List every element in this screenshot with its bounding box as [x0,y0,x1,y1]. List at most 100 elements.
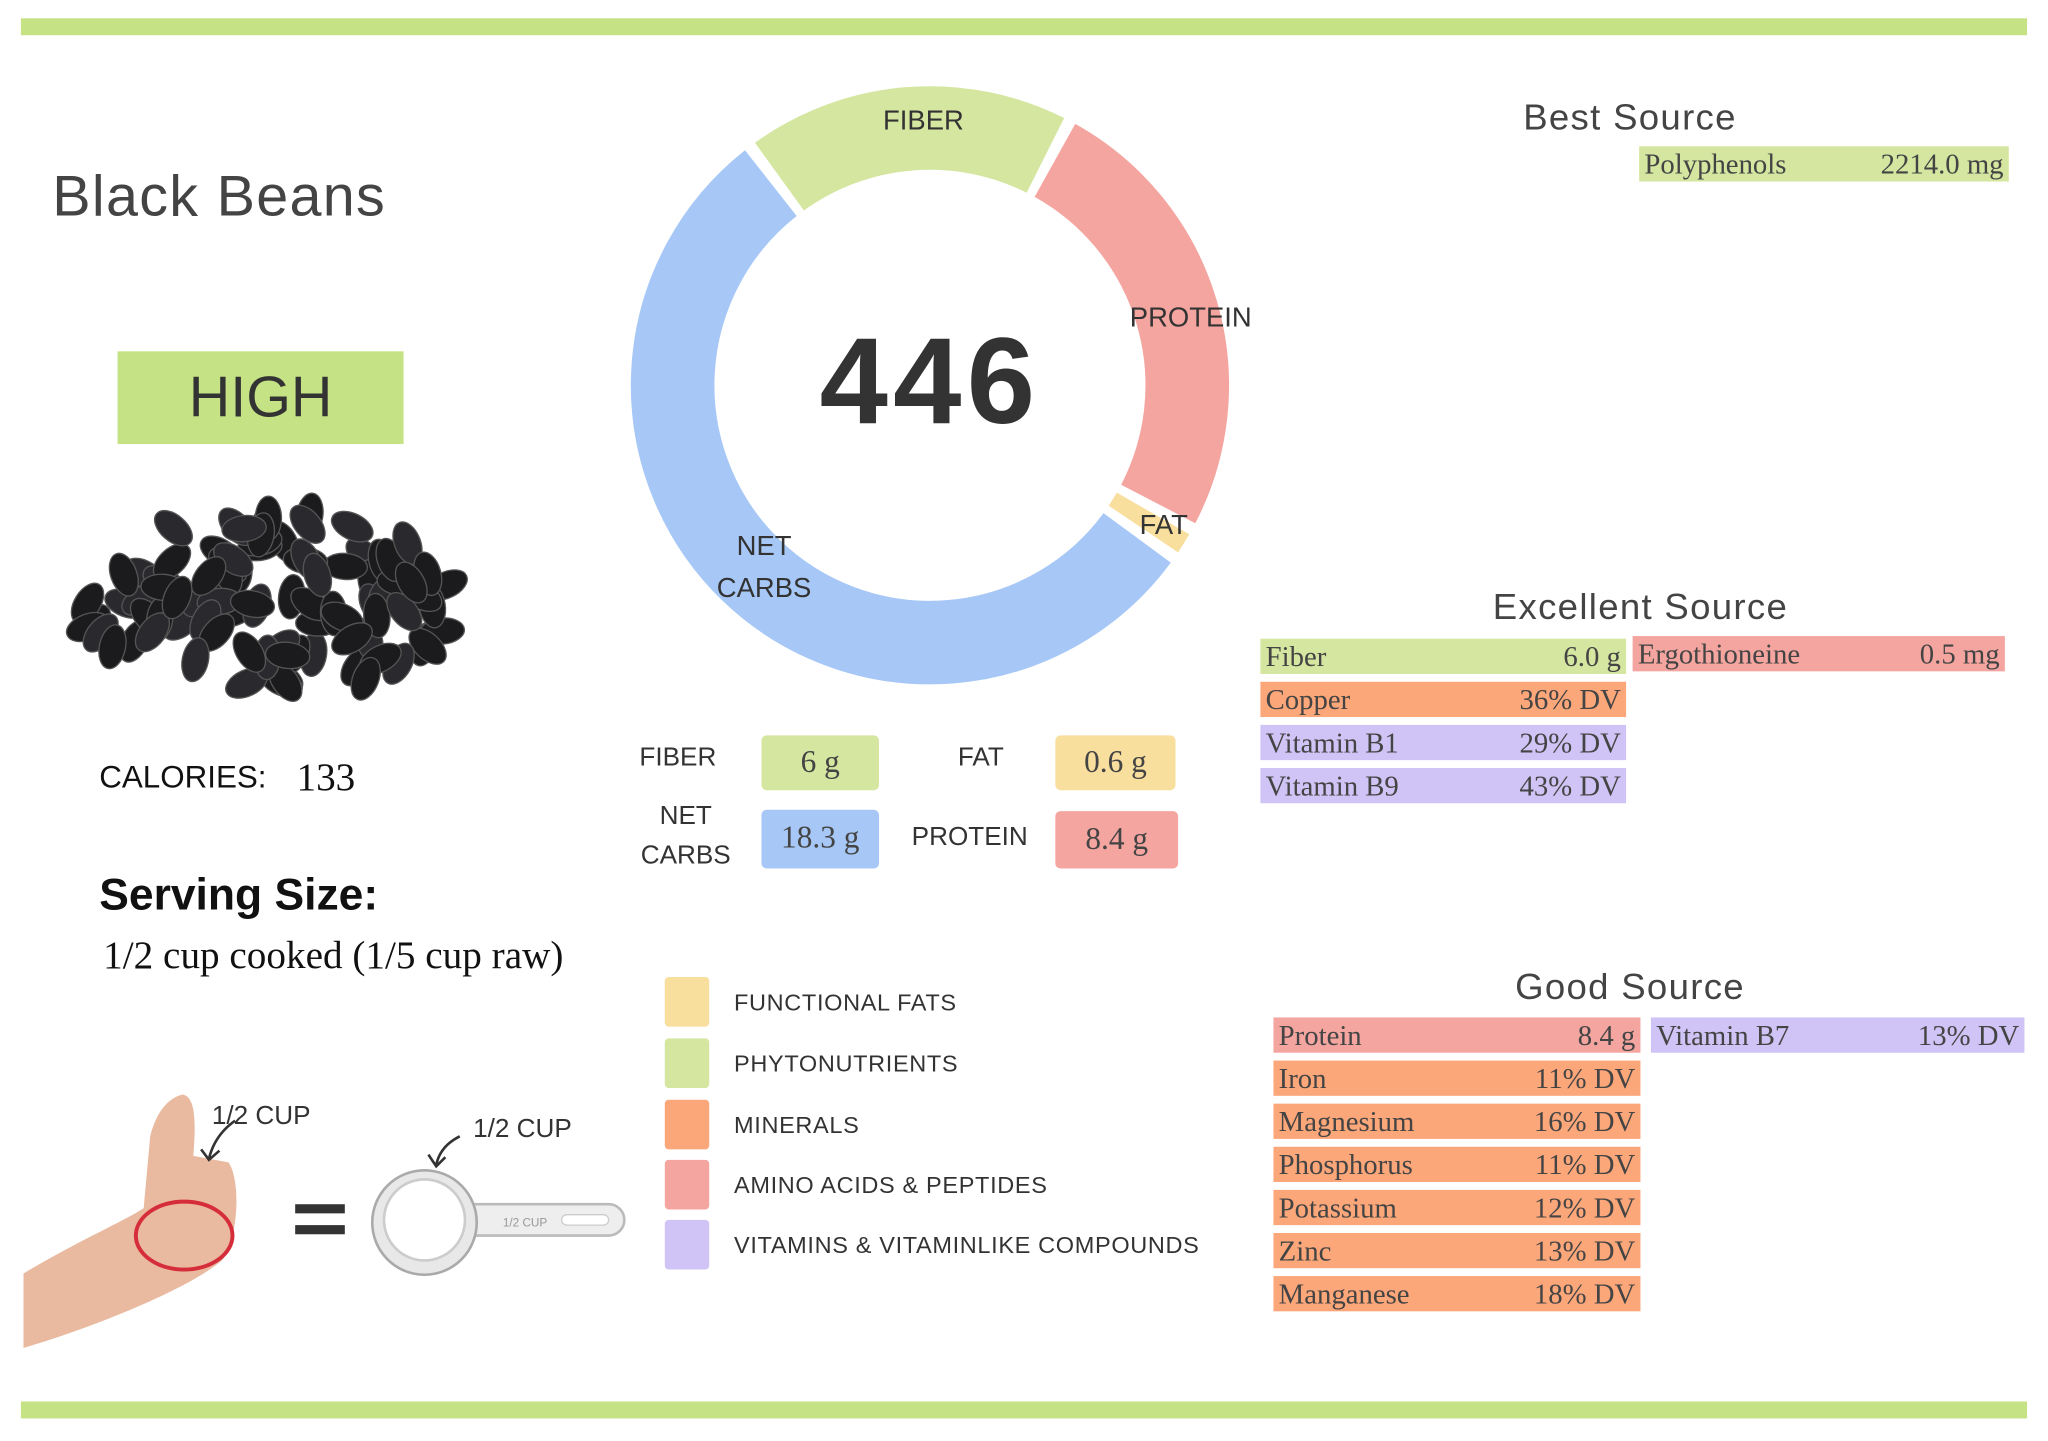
nutrient-name: Magnesium [1278,1104,1415,1137]
donut-segment [1108,492,1190,553]
source-title: Best Source [1523,96,1737,138]
legend-label: VITAMINS & VITAMINLIKE COMPOUNDS [734,1232,1200,1259]
hand-image [23,1094,237,1348]
nutrient-amount: 36% DV [1519,682,1621,716]
bean [302,552,333,598]
source-row: Vitamin B1 29% DV [1260,724,1627,761]
bean [229,589,276,619]
donut-segment [755,86,1065,211]
nutrient-amount: 2214.0 mg [1880,146,2004,180]
nutrient-amount: 16% DV [1533,1104,1636,1137]
legend-swatch [664,1038,710,1088]
hand-label: 1/2 CUP [211,1101,311,1131]
macro-name: PROTEIN [911,822,1028,852]
nutrient-name: Vitamin B7 [1656,1018,1790,1051]
cup-image [370,1135,626,1277]
nutrient-amount: 8.4 g [1577,1018,1636,1051]
donut-segment [630,150,1171,685]
nutrient-name: Iron [1278,1061,1327,1094]
legend-label: FUNCTIONAL FATS [734,989,957,1016]
nutrient-amount: 13% DV [1533,1233,1636,1267]
cup-label: 1/2 CUP [473,1114,572,1144]
bean [98,624,127,670]
donut-label: PROTEIN [1129,303,1252,334]
nutrient-name: Phosphorus [1278,1147,1413,1181]
source-row: Vitamin B7 13% DV [1650,1017,2025,1053]
macro-amount: 8.4 g [1055,811,1179,869]
nutrient-amount: 18% DV [1533,1276,1636,1310]
source-row: Potassium 12% DV [1273,1189,1641,1226]
serving-text: 1/2 cup cooked (1/5 cup raw) [103,933,564,977]
donut-label: FIBER [883,105,964,136]
macro-name: FIBER [639,743,717,772]
source-row: Iron 11% DV [1273,1060,1641,1096]
top-bar [20,18,2028,36]
nutrient-amount: 12% DV [1533,1190,1636,1224]
macro-name: FAT [957,743,1004,772]
legend-swatch [664,976,710,1027]
calories-value: 133 [296,756,356,800]
source-row: Ergothioneine 0.5 mg [1632,636,2005,672]
source-title: Good Source [1515,966,1745,1008]
bean [108,552,139,597]
bean [190,556,227,596]
source-row: Polyphenols 2214.0 mg [1639,146,2009,182]
total-value: 446 [819,312,1041,450]
nutrient-name: Potassium [1278,1190,1397,1224]
cup-engraving: 1/2 CUP [502,1215,548,1230]
nutrient-name: Polyphenols [1644,146,1787,180]
source-row: Zinc 13% DV [1273,1232,1641,1269]
source-row: Vitamin B9 43% DV [1260,767,1627,804]
donut-label: FAT [1139,510,1188,541]
macro-amount: 0.6 g [1055,735,1176,791]
nutrient-name: Manganese [1278,1276,1410,1310]
equals-sign [295,1204,345,1235]
nutrient-name: Fiber [1265,639,1327,672]
bean [330,510,374,543]
legend-label: AMINO ACIDS & PEPTIDES [734,1172,1048,1199]
macro-amount: 18.3 g [761,809,880,869]
bean [232,631,267,673]
nutrient-amount: 29% DV [1519,725,1621,759]
nutrient-name: Ergothioneine [1637,636,1801,670]
donut-segment [1034,123,1230,524]
source-row: Protein 8.4 g [1273,1017,1641,1053]
nutrient-name: Protein [1278,1018,1362,1051]
bean [331,622,373,656]
bean [221,514,267,543]
food-name: Black Beans [52,164,387,229]
nutrient-amount: 13% DV [1917,1018,2020,1051]
bean [161,575,193,620]
bean [153,509,193,547]
nutrient-name: Zinc [1278,1233,1332,1267]
nutrient-amount: 0.5 mg [1919,636,2000,670]
donut-chart [630,86,1230,685]
bean [181,637,210,683]
bean [289,504,326,544]
bean [264,641,311,670]
bean [394,561,428,604]
serving-title: Serving Size: [99,870,379,921]
source-title: Excellent Source [1492,586,1789,627]
nutrient-amount: 43% DV [1519,768,1621,802]
bottom-bar [20,1401,2028,1419]
nutrient-amount: 6.0 g [1563,639,1621,672]
legend-swatch [664,1159,710,1210]
nutrient-name: Vitamin B9 [1265,768,1399,802]
macro-amount: 6 g [761,735,880,791]
source-row: Fiber 6.0 g [1260,638,1627,674]
calories-label: CALORIES: [99,760,267,796]
bean [350,656,381,701]
beans-image [65,492,468,702]
nutrient-name: Vitamin B1 [1265,725,1399,759]
legend-label: PHYTONUTRIENTS [734,1050,959,1077]
nutrient-amount: 11% DV [1534,1147,1636,1181]
legend-swatch [664,1219,710,1270]
nutrient-amount: 11% DV [1534,1061,1636,1094]
source-row: Copper 36% DV [1260,681,1627,718]
macro-name: NET CARBS [640,801,731,870]
rating: HIGH [117,351,404,445]
